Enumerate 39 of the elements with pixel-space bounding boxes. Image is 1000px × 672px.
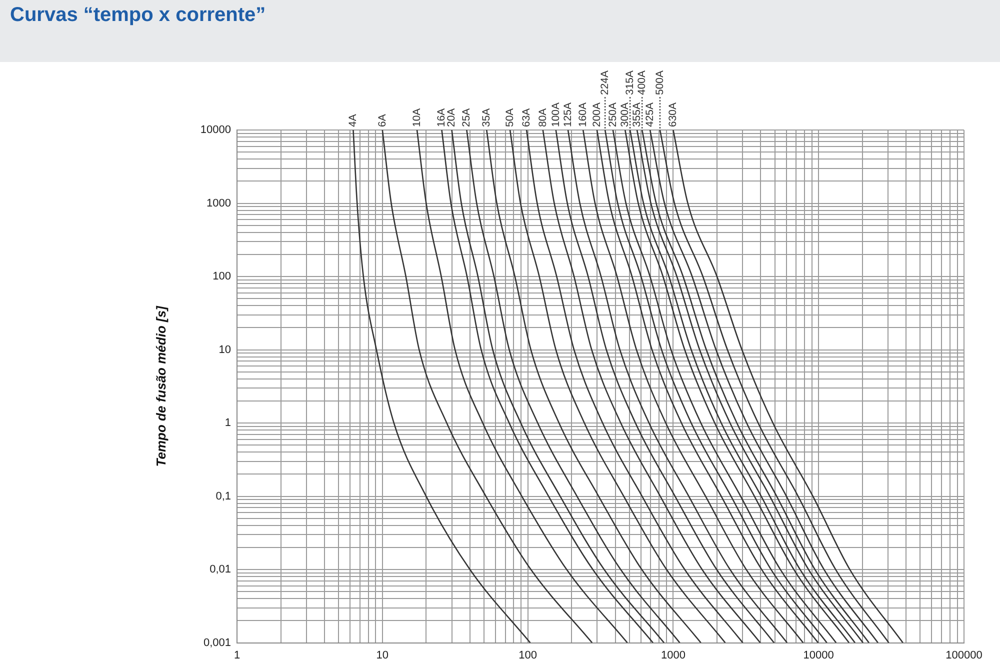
y-tick-label: 1	[224, 417, 231, 430]
x-tick-label: 1	[234, 649, 240, 662]
text: 35A	[480, 108, 493, 127]
text: 16A	[436, 108, 448, 127]
text: 315A	[624, 70, 636, 95]
y-tick-label: 0,001	[203, 636, 231, 649]
x-tick-label: 10	[376, 649, 389, 662]
text: 125A	[562, 102, 574, 127]
text: 630A	[667, 102, 680, 127]
text: 250A	[606, 102, 619, 127]
chart-title: Curvas “tempo x corrente”	[10, 4, 267, 27]
y-tick-label: 0,01	[210, 564, 231, 576]
text: 10A	[410, 108, 423, 127]
text: 500A	[654, 70, 666, 95]
text: 200A	[590, 102, 603, 127]
text: 100A	[550, 102, 562, 127]
text: 425A	[644, 102, 656, 127]
text: 300A	[619, 102, 632, 127]
text: 355A	[630, 102, 643, 127]
text: 25A	[460, 108, 473, 127]
text: 224A	[598, 70, 611, 95]
y-axis-title: Tempo de fusão médio [s]	[153, 305, 168, 467]
y-tick-label: 10000	[200, 124, 231, 136]
text: 50A	[504, 108, 516, 127]
text: 63A	[520, 108, 532, 127]
text: 6A	[376, 114, 388, 127]
y-tick-label: 10	[218, 344, 231, 356]
text: 4A	[347, 114, 360, 127]
y-tick-label: 1000	[206, 197, 231, 210]
x-tick-label: 100	[518, 649, 537, 662]
y-tick-label: 0,1	[216, 490, 231, 502]
y-tick-label: 100	[212, 270, 231, 283]
text: 400A	[636, 70, 648, 95]
x-tick-label: 10000	[803, 649, 834, 662]
text: 20A	[446, 108, 458, 127]
x-tick-label: 1000	[660, 649, 686, 662]
x-tick-label: 100000	[946, 649, 982, 662]
text: 160A	[576, 102, 589, 127]
text: 80A	[536, 108, 549, 127]
